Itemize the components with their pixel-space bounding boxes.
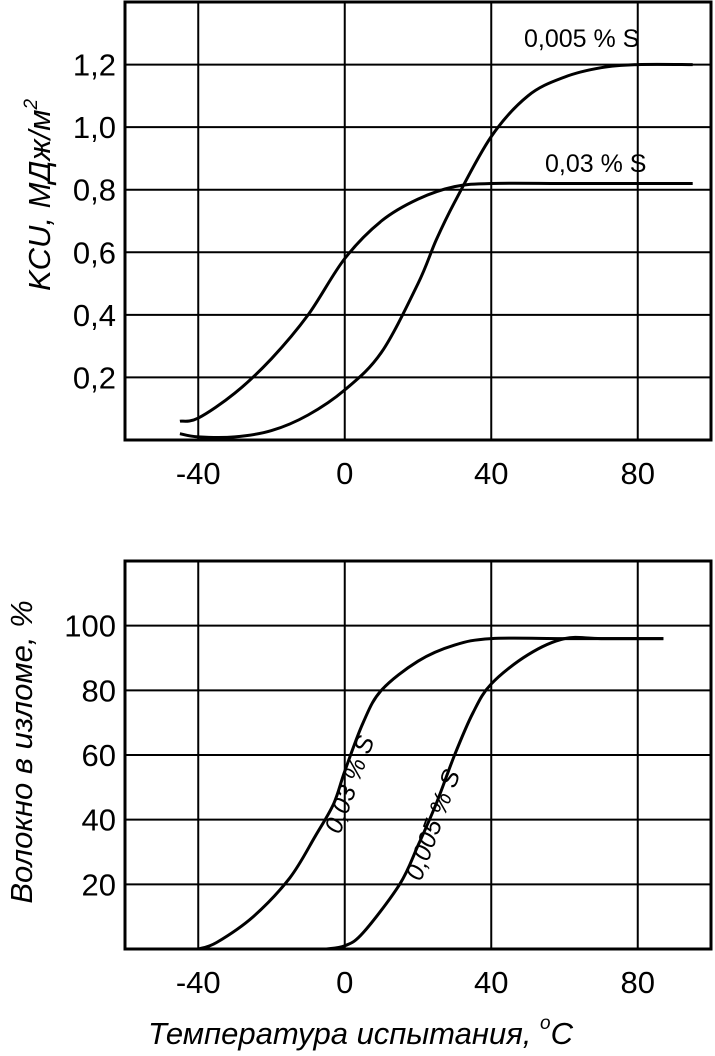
fibre-series-label-003: 0,03 % S bbox=[319, 732, 380, 837]
kcu-x-tick-label: 80 bbox=[621, 456, 655, 491]
kcu-series-line-1 bbox=[179, 62, 693, 439]
fibre-x-tick-labels: -40 0 40 80 bbox=[176, 965, 655, 1000]
fibre-y-axis-title: Волокно в изломе, % bbox=[4, 600, 39, 903]
kcu-y-axis-title-text: KCU, МДж/м bbox=[22, 110, 57, 292]
kcu-plot-frame bbox=[123, 0, 713, 442]
kcu-x-tick-label: 0 bbox=[336, 456, 353, 491]
fibre-grid bbox=[125, 561, 711, 949]
fibre-y-tick-labels: 20 40 60 80 100 bbox=[64, 609, 116, 903]
x-axis-title: Температура испытания, oC bbox=[148, 1013, 574, 1051]
fibre-chart: 20 40 60 80 100 -40 0 40 80 Волокно в изломе, %… bbox=[4, 559, 713, 1051]
kcu-x-tick-labels: -40 0 40 80 bbox=[176, 456, 655, 491]
fibre-y-tick-label: 20 bbox=[82, 867, 116, 902]
fibre-x-tick-label: 80 bbox=[621, 965, 655, 1000]
x-axis-title-text: Температура испытания, bbox=[148, 1016, 540, 1051]
fibre-y-tick-label: 60 bbox=[82, 738, 116, 773]
x-axis-title-sup: o bbox=[540, 1013, 551, 1034]
fibre-curves bbox=[197, 635, 664, 951]
fibre-series-line-1 bbox=[197, 636, 664, 951]
kcu-chart: 0,20,40,60,81,01,2 -40 0 40 80 KCU, МДж/м2 … bbox=[21, 0, 713, 491]
kcu-grid bbox=[125, 2, 711, 440]
kcu-series-line-2 bbox=[179, 181, 693, 423]
fibre-y-tick-label: 40 bbox=[82, 803, 116, 838]
kcu-y-tick-labels: 0,2 0,4 0,6 0,8 1,0 1,2 bbox=[73, 48, 116, 396]
kcu-series-label-003: 0,03 % S bbox=[545, 150, 646, 178]
kcu-y-tick-label: 1,2 bbox=[73, 48, 116, 83]
kcu-y-tick-label: 0,6 bbox=[73, 235, 116, 270]
kcu-curves bbox=[179, 62, 693, 439]
kcu-y-tick-label: 0,2 bbox=[73, 360, 116, 395]
fibre-series-line-2 bbox=[326, 635, 664, 951]
fibre-x-tick-label: 40 bbox=[474, 965, 508, 1000]
kcu-y-axis-title-sup: 2 bbox=[21, 99, 42, 111]
fibre-y-tick-label: 80 bbox=[82, 673, 116, 708]
fibre-x-tick-label: -40 bbox=[176, 965, 221, 1000]
fibre-plot-frame bbox=[123, 559, 713, 951]
x-axis-title-unit: C bbox=[551, 1016, 574, 1051]
kcu-y-tick-label: 0,4 bbox=[73, 298, 116, 333]
kcu-x-tick-label: 40 bbox=[474, 456, 508, 491]
fibre-series-label-0005: 0,005 % S bbox=[400, 766, 466, 884]
kcu-series-label-0005: 0,005 % S bbox=[524, 25, 639, 53]
kcu-y-tick-label: 1,0 bbox=[73, 110, 116, 145]
fibre-x-tick-label: 0 bbox=[336, 965, 353, 1000]
kcu-y-tick-label: 0,8 bbox=[73, 173, 116, 208]
kcu-y-axis-title: KCU, МДж/м2 bbox=[21, 99, 57, 292]
kcu-x-tick-label: -40 bbox=[176, 456, 221, 491]
fibre-y-tick-label: 100 bbox=[64, 609, 116, 644]
